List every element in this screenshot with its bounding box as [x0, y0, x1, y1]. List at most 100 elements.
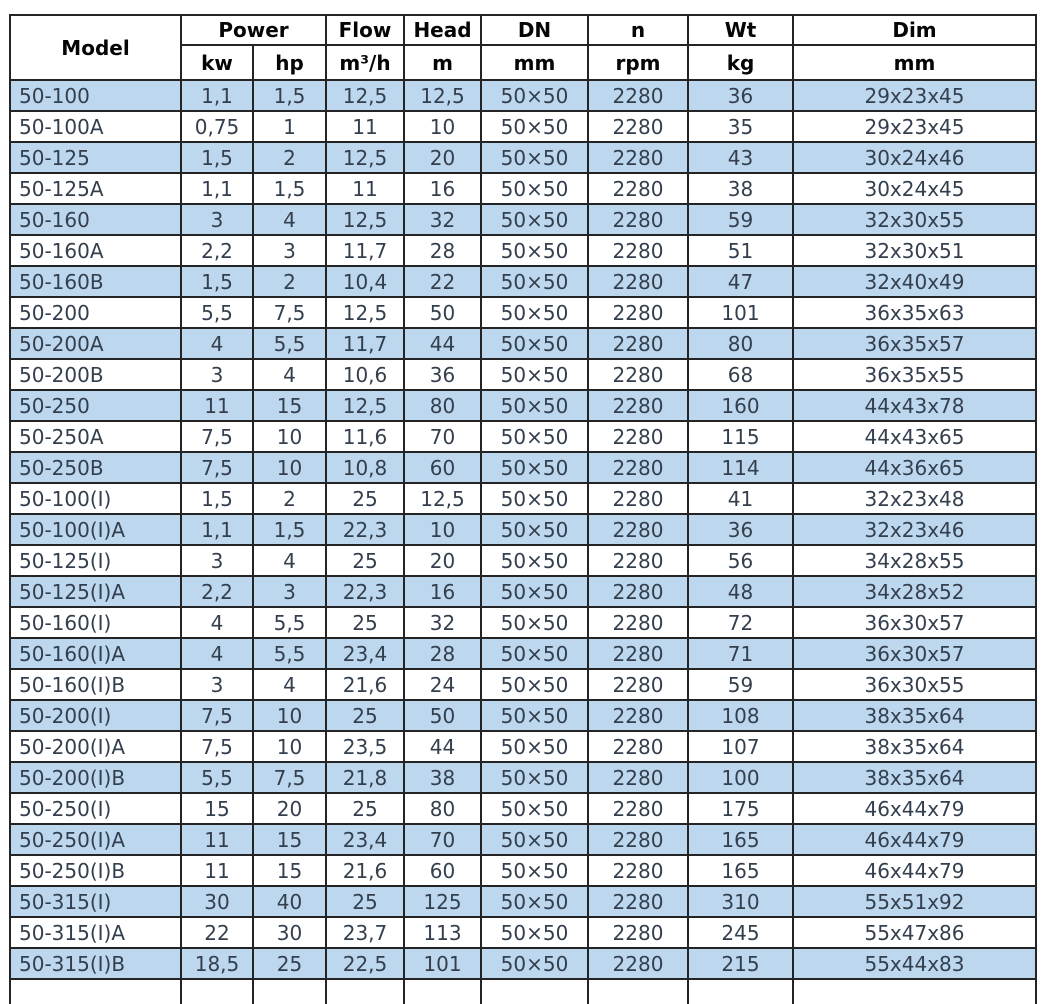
- cell-wt: 35: [687, 110, 794, 143]
- unit-header-wt: kg: [687, 44, 794, 81]
- cell-dim: 44x43x65: [792, 420, 1037, 453]
- table-row: 50-250B 7,5 10 10,8 60 50×50 2280 114 44x36x65: [9, 451, 1037, 484]
- cell-power-hp: 25: [252, 947, 327, 980]
- cell-n: 2280: [587, 79, 689, 112]
- col-header-dn: DN: [480, 14, 589, 46]
- cell-model: 50-125(I): [9, 544, 182, 577]
- cell-head: 32: [403, 606, 482, 639]
- cell-power-kw: 7,5: [180, 699, 254, 732]
- cell-n: 2280: [587, 513, 689, 546]
- cell-flow: 21,8: [325, 761, 405, 794]
- table-row: 50-200A 4 5,5 11,7 44 50×50 2280 80 36x35x57: [9, 327, 1037, 360]
- cell-model: 50-200: [9, 296, 182, 329]
- cell-head: 16: [403, 172, 482, 205]
- cell-dim: 32x40x49: [792, 265, 1037, 298]
- cell-flow: 25: [325, 885, 405, 918]
- cell-dim: 36x35x55: [792, 358, 1037, 391]
- cell-n: 2280: [587, 234, 689, 267]
- cell-power-kw: 4: [180, 637, 254, 670]
- cell-model: 50-100: [9, 79, 182, 112]
- cell-flow: 25: [325, 544, 405, 577]
- col-header-dim: Dim: [792, 14, 1037, 46]
- cell-dim: 46x44x79: [792, 792, 1037, 825]
- cell-dn: 50×50: [480, 947, 589, 980]
- cell-head: 101: [403, 947, 482, 980]
- cell-head: 125: [403, 885, 482, 918]
- cell-head: 36: [403, 358, 482, 391]
- cell-model: 50-315(I): [9, 885, 182, 918]
- cell-head: 50: [403, 296, 482, 329]
- cell-power-kw: 1,1: [180, 513, 254, 546]
- cell-flow: 21,6: [325, 854, 405, 887]
- cell-model: 50-250A: [9, 420, 182, 453]
- col-header-model: Model: [9, 14, 182, 81]
- table-row: 50-100(I) 1,5 2 25 12,5 50×50 2280 41 32x23x48: [9, 482, 1037, 515]
- cell-dim: 55x47x86: [792, 916, 1037, 949]
- cell-power-hp: 10: [252, 451, 327, 484]
- cell-dim: 38x35x64: [792, 699, 1037, 732]
- table-row: 50-160(I)B 3 4 21,6 24 50×50 2280 59 36x30x55: [9, 668, 1037, 701]
- cell-flow: 10,8: [325, 451, 405, 484]
- cell-flow: 23,4: [325, 637, 405, 670]
- cell-dn: 50×50: [480, 358, 589, 391]
- cell-model: 50-160(I)B: [9, 668, 182, 701]
- cell-power-hp: 2: [252, 141, 327, 174]
- cell-model: 50-250: [9, 389, 182, 422]
- table-row: 50-200 5,5 7,5 12,5 50 50×50 2280 101 36x35x63: [9, 296, 1037, 329]
- cell-model: 50-250B: [9, 451, 182, 484]
- cell-dn: 50×50: [480, 575, 589, 608]
- cell-flow: 12,5: [325, 389, 405, 422]
- cell-power-kw: 22: [180, 916, 254, 949]
- cell-n: 2280: [587, 296, 689, 329]
- cell-n: 2280: [587, 358, 689, 391]
- table-row: 50-100(I)A 1,1 1,5 22,3 10 50×50 2280 36 32x23x4…: [9, 513, 1037, 546]
- cell-model: 50-315(I)B: [9, 947, 182, 980]
- cell-dim: 44x36x65: [792, 451, 1037, 484]
- cell-n: 2280: [587, 885, 689, 918]
- cell-flow: 11,6: [325, 420, 405, 453]
- cell-power-hp: 3: [252, 234, 327, 267]
- cell-dn: 50×50: [480, 916, 589, 949]
- cell-model: 50-200(I): [9, 699, 182, 732]
- table-row: 50-160(I)A 4 5,5 23,4 28 50×50 2280 71 36x30x57: [9, 637, 1037, 670]
- cell-power-kw: 3: [180, 203, 254, 236]
- cell-power-kw: 2,2: [180, 234, 254, 267]
- cell-power-kw: 7,5: [180, 420, 254, 453]
- cell-wt: 68: [687, 358, 794, 391]
- cell-power-kw: 7,5: [180, 451, 254, 484]
- cell-wt: 310: [687, 885, 794, 918]
- cell-wt: 245: [687, 916, 794, 949]
- table-row: 50-250(I)A 11 15 23,4 70 50×50 2280 165 46x44x79: [9, 823, 1037, 856]
- cell-flow: 22,3: [325, 575, 405, 608]
- cell-power-kw: 2,2: [180, 575, 254, 608]
- cell-dim: 46x44x79: [792, 854, 1037, 887]
- cell-power-kw: 11: [180, 389, 254, 422]
- cell-head: 60: [403, 854, 482, 887]
- cell-dn: 50×50: [480, 792, 589, 825]
- cell-flow: 25: [325, 482, 405, 515]
- cell-dn: 50×50: [480, 854, 589, 887]
- cell-head: 50: [403, 699, 482, 732]
- cell-n: 2280: [587, 203, 689, 236]
- table-row: 50-125(I) 3 4 25 20 50×50 2280 56 34x28x55: [9, 544, 1037, 577]
- cell-power-hp: 1,5: [252, 513, 327, 546]
- cell-power-hp: 4: [252, 668, 327, 701]
- cell-dn: 50×50: [480, 606, 589, 639]
- cell-flow: 11: [325, 110, 405, 143]
- cell-power-hp: 2: [252, 482, 327, 515]
- cell-power-hp: 7,5: [252, 761, 327, 794]
- cell-flow: 22,5: [325, 947, 405, 980]
- cell-flow: 12,5: [325, 79, 405, 112]
- table-row: 50-125A 1,1 1,5 11 16 50×50 2280 38 30x24x45: [9, 172, 1037, 205]
- cell-dim: 29x23x45: [792, 110, 1037, 143]
- cell-dn: 50×50: [480, 885, 589, 918]
- cell-head: 12,5: [403, 482, 482, 515]
- cell-wt: 56: [687, 544, 794, 577]
- cell-n: 2280: [587, 823, 689, 856]
- cell-power-kw: 5,5: [180, 296, 254, 329]
- cell-empty: [792, 978, 1037, 1004]
- cell-dn: 50×50: [480, 234, 589, 267]
- cell-model: 50-160: [9, 203, 182, 236]
- cell-dim: 32x23x46: [792, 513, 1037, 546]
